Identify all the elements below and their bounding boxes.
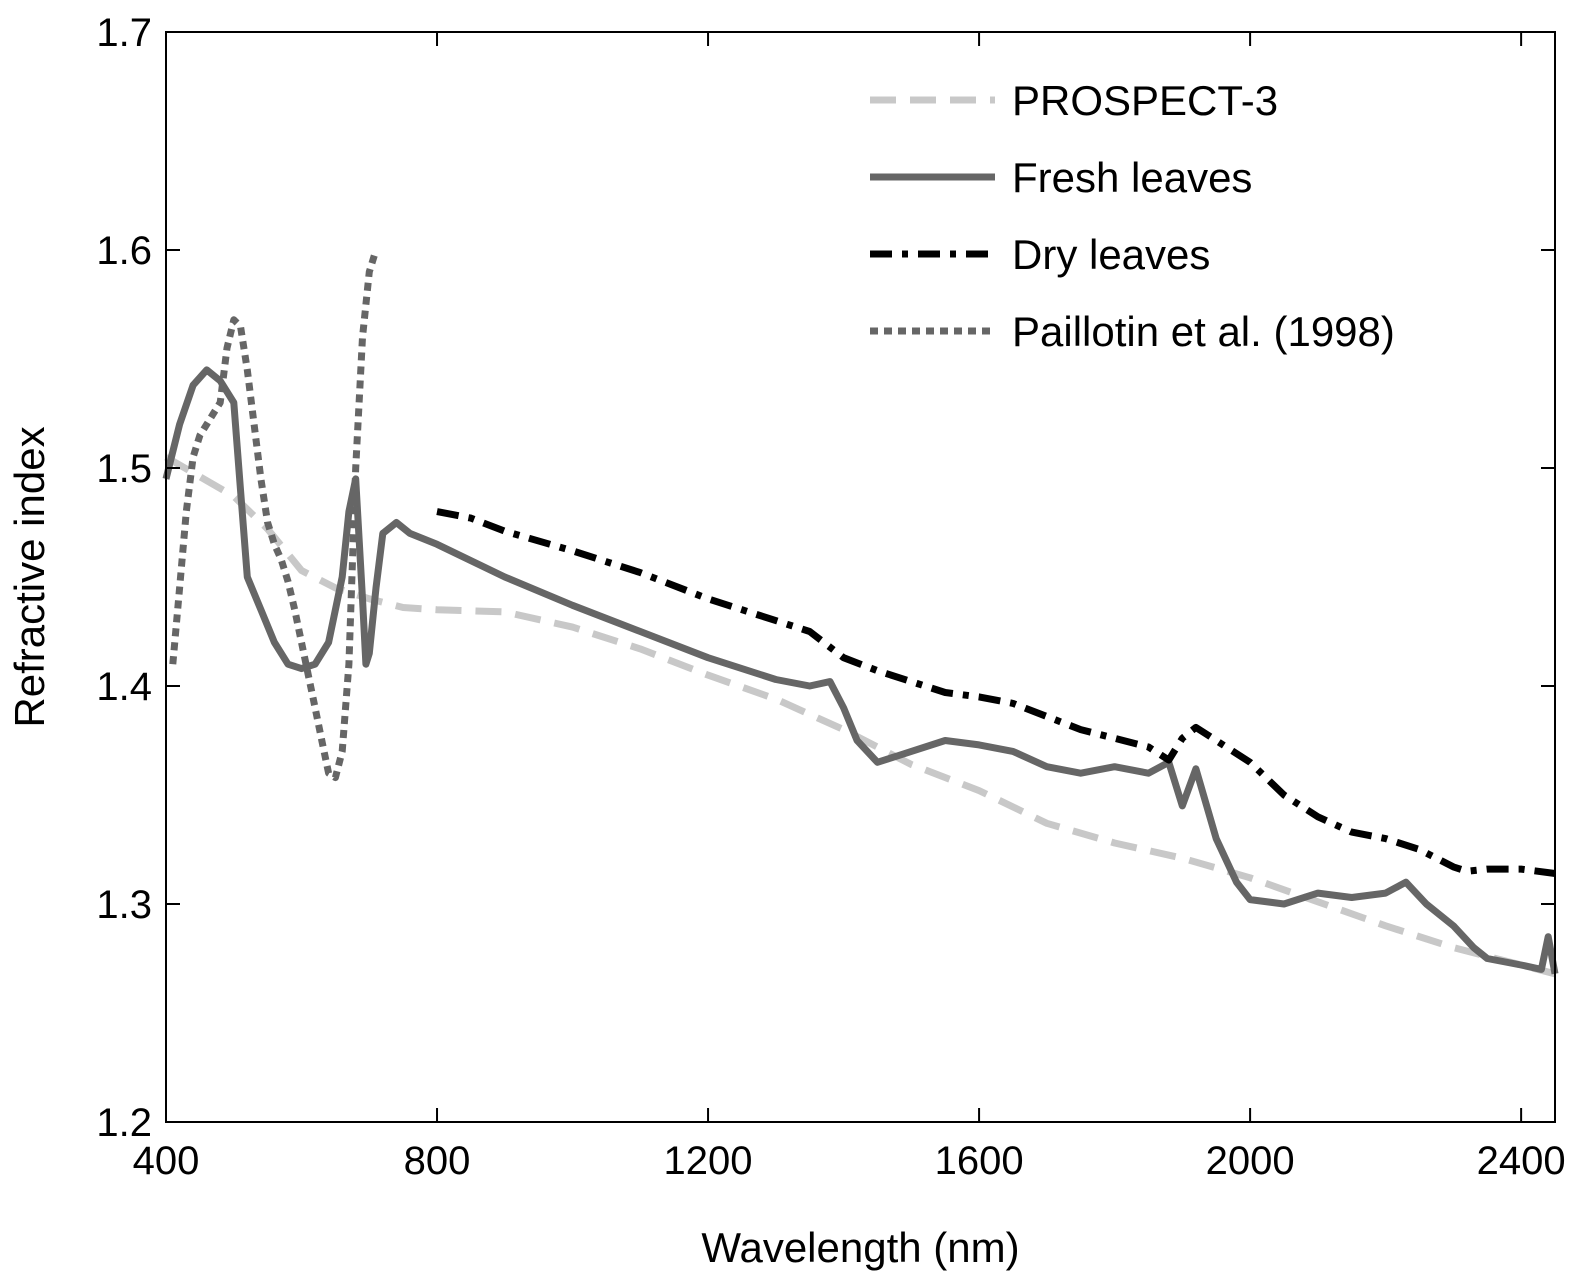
y-axis-label: Refractive index [6, 426, 53, 727]
legend: PROSPECT-3 Fresh leaves Dry leaves Pailloti… [870, 77, 1395, 355]
plot-frame [165, 31, 1556, 1123]
legend-label-dry-leaves: Dry leaves [1012, 231, 1210, 278]
series-line-fresh-leaves [162, 366, 1559, 975]
legend-label-paillotin-et-al-1998: Paillotin et al. (1998) [1012, 308, 1395, 355]
x-tick-label: 2000 [1206, 1139, 1295, 1183]
x-tick-label: 2400 [1477, 1139, 1566, 1183]
y-tick-label: 1.7 [96, 11, 152, 55]
tick-layer: 400 800 1200 1600 2000 2400 1.2 1.3 1.4 1.5 1.6 1.7 [96, 11, 1565, 1183]
y-tick-label: 1.4 [96, 665, 152, 709]
legend-label-prospect-3: PROSPECT-3 [1012, 77, 1278, 124]
x-tick-label: 400 [133, 1139, 200, 1183]
y-tick-label: 1.2 [96, 1101, 152, 1145]
series-line-dry-leaves [436, 508, 1556, 877]
y-tick-label: 1.6 [96, 229, 152, 273]
y-tick-label: 1.5 [96, 447, 152, 491]
series-line-paillotin-et-al-1998 [169, 248, 380, 782]
x-tick-label: 1600 [935, 1139, 1024, 1183]
x-tick-label: 1200 [664, 1139, 753, 1183]
series-layer [162, 248, 1559, 978]
x-tick-label: 800 [404, 1139, 471, 1183]
x-axis-label: Wavelength (nm) [701, 1224, 1019, 1271]
legend-label-fresh-leaves: Fresh leaves [1012, 154, 1252, 201]
y-tick-label: 1.3 [96, 883, 152, 927]
